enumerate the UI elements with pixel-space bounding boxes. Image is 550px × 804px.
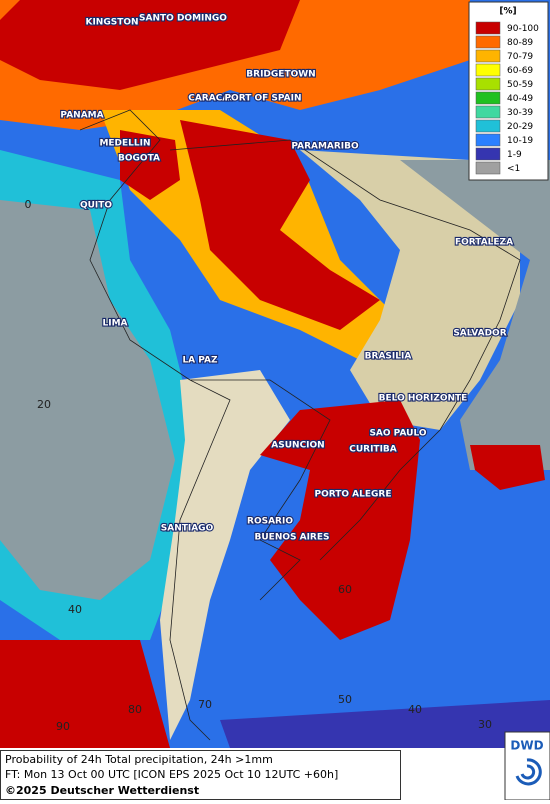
grid-label: 90 xyxy=(56,720,70,733)
atlantic-dry xyxy=(400,160,550,470)
legend-label: 20-29 xyxy=(507,122,533,132)
city-labels: KINGSTON SANTO DOMINGOBRIDGETOWNCARACASPO… xyxy=(59,12,514,543)
legend-label: 90-100 xyxy=(507,24,539,34)
city-label: QUITO xyxy=(80,201,112,211)
footer-bg xyxy=(0,748,550,800)
city-label: BRASILIA xyxy=(365,352,412,362)
city-label: BOGOTA xyxy=(118,154,160,164)
legend-swatch xyxy=(475,119,501,133)
grid-label: 0 xyxy=(25,198,32,211)
city-label: BRIDGETOWN xyxy=(246,70,315,80)
footer-line: ©2025 Deutscher Wetterdienst xyxy=(5,784,199,797)
field-red-pacific xyxy=(0,640,170,748)
grid-label: 80 xyxy=(128,703,142,716)
legend-swatch xyxy=(475,105,501,119)
legend-swatch xyxy=(475,21,501,35)
city-label: SAO PAULO xyxy=(369,429,426,439)
legend-swatch xyxy=(475,161,501,175)
footer-line: Probability of 24h Total precipitation, … xyxy=(5,753,273,766)
city-label: KINGSTON xyxy=(85,18,138,28)
legend-label: 80-89 xyxy=(507,38,533,48)
city-label: MEDELLIN xyxy=(99,139,150,149)
legend-swatch xyxy=(475,133,501,147)
grid-label: 30 xyxy=(478,718,492,731)
city-label: BELO HORIZONTE xyxy=(379,394,468,404)
city-label: PORTO ALEGRE xyxy=(314,490,391,500)
city-label: BUENOS AIRES xyxy=(255,533,330,543)
pacific-dry xyxy=(0,200,175,600)
city-label: PANAMA xyxy=(60,111,103,121)
city-label: LIMA xyxy=(102,319,127,329)
grid-label: 40 xyxy=(68,603,82,616)
legend-label: 50-59 xyxy=(507,80,533,90)
legend-swatch xyxy=(475,63,501,77)
map-field xyxy=(0,0,550,748)
footer: Probability of 24h Total precipitation, … xyxy=(0,731,550,801)
grid-label: 60 xyxy=(338,583,352,596)
field-dark-blue xyxy=(220,700,550,748)
land-dry-andes xyxy=(160,370,290,740)
field-red-atlantic xyxy=(470,445,545,490)
grid-labels: 0 20 40 90 80 70 60 50 40 30 xyxy=(25,198,493,733)
city-label: CURITIBA xyxy=(349,445,397,455)
field-red-north xyxy=(0,0,300,90)
city-label: FORTALEZA xyxy=(455,238,513,248)
city-label: ROSARIO xyxy=(247,517,293,527)
legend-swatch xyxy=(475,77,501,91)
legend-swatch xyxy=(475,91,501,105)
grid-label: 70 xyxy=(198,698,212,711)
city-label: SALVADOR xyxy=(453,329,506,339)
legend-label: <1 xyxy=(507,164,520,174)
legend-label: 30-39 xyxy=(507,108,533,118)
logo-text: DWD xyxy=(510,739,543,753)
field-red-amazon xyxy=(180,120,380,330)
city-label: SANTO DOMINGO xyxy=(139,14,227,24)
legend-swatch xyxy=(475,35,501,49)
footer-line: FT: Mon 13 Oct 00 UTC [ICON EPS 2025 Oct… xyxy=(5,768,338,781)
legend[interactable]: [%] 90-100 80-89 70-79 60-69 50-59 40-49 30-39… xyxy=(468,1,549,181)
city-label: LA PAZ xyxy=(182,356,218,366)
city-label: PORT OF SPAIN xyxy=(224,94,301,104)
legend-label: 60-69 xyxy=(507,66,533,76)
city-label: CARACAS xyxy=(188,94,236,104)
legend-title: [%] xyxy=(499,7,516,17)
logo-swirl xyxy=(515,758,542,786)
city-label: PARAMARIBO xyxy=(291,142,359,152)
grid-label: 20 xyxy=(37,398,51,411)
field-red-andes xyxy=(120,130,180,200)
coastline xyxy=(79,109,521,741)
grid-label: 50 xyxy=(338,693,352,706)
city-label: ASUNCION xyxy=(271,441,324,451)
land-dry-brazil xyxy=(300,150,520,430)
grid-label: 40 xyxy=(408,703,422,716)
legend-label: 10-19 xyxy=(507,136,533,146)
legend-label: 70-79 xyxy=(507,52,533,62)
legend-label: 40-49 xyxy=(507,94,533,104)
legend-swatch xyxy=(475,147,501,161)
field-red-south xyxy=(260,400,420,640)
legend-swatch xyxy=(475,49,501,63)
legend-label: 1-9 xyxy=(507,150,522,160)
city-label: SANTIAGO xyxy=(161,524,214,534)
